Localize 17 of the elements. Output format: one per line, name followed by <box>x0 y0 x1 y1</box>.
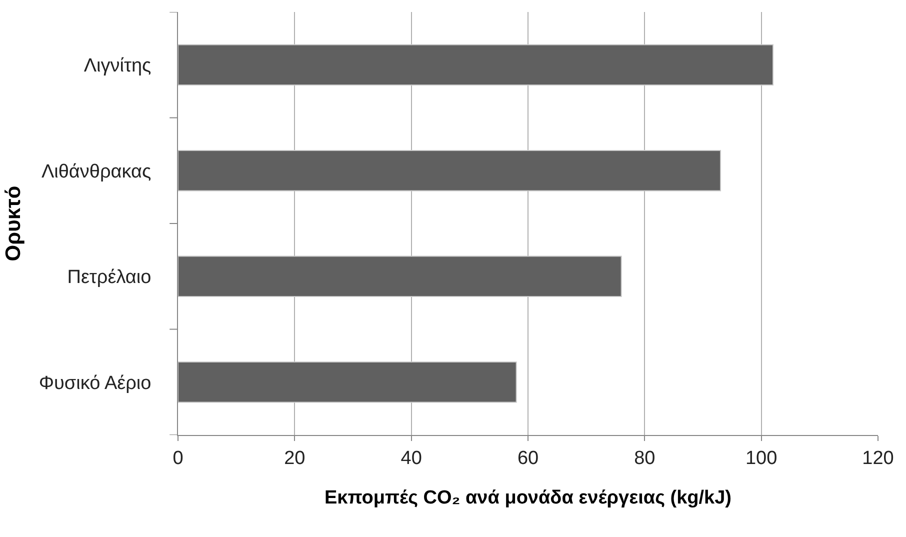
x-axis-title: Εκπομπές CO₂ ανά μονάδα ενέργειας (kg/kJ) <box>324 488 732 509</box>
y-tick-label: Λιγνίτης <box>84 56 152 77</box>
y-axis-title: Ορυκτό <box>2 186 26 262</box>
bar <box>178 150 721 192</box>
bar <box>178 44 774 86</box>
x-tick-label: 20 <box>284 448 306 469</box>
y-tick-label: Πετρέλαιο <box>67 267 152 288</box>
bar <box>178 362 517 403</box>
y-tick-label: Λιθάνθρακας <box>41 161 152 182</box>
x-tick-label: 40 <box>400 448 422 469</box>
x-tick-label: 120 <box>862 448 894 469</box>
x-tick-label: 0 <box>172 448 184 469</box>
bar <box>178 256 622 297</box>
x-tick-label: 100 <box>745 448 778 469</box>
x-tick-label: 60 <box>517 448 539 469</box>
x-tick-label: 80 <box>634 448 656 469</box>
y-tick-label: Φυσικό Αέριο <box>38 372 152 394</box>
